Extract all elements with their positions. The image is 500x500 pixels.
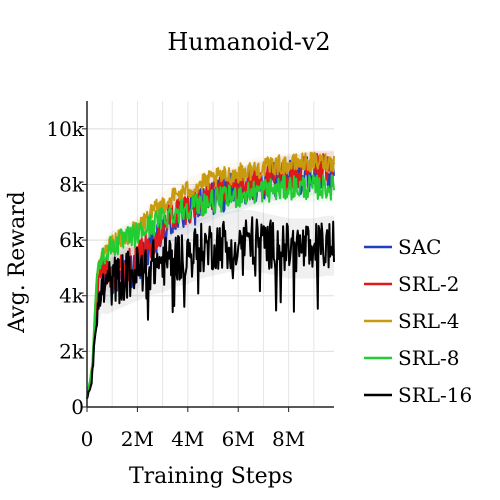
x-axis-title: Training Steps <box>129 464 293 489</box>
y-tick-label: 4k <box>59 284 85 308</box>
series-line-srl-8 <box>86 174 335 399</box>
x-tick-label: 4M <box>171 427 204 451</box>
y-tick-label: 8k <box>59 172 85 196</box>
series-line-srl-16 <box>86 216 335 399</box>
y-tick-label: 0 <box>71 395 84 419</box>
x-tick-label: 8M <box>272 427 305 451</box>
x-tick-label: 2M <box>121 427 154 451</box>
legend-label-srl-2: SRL-2 <box>398 272 460 296</box>
x-tick-label: 6M <box>222 427 255 451</box>
legend: SAC SRL-2 SRL-4 SRL-8 SRL-16 <box>364 235 472 407</box>
legend-label-sac: SAC <box>398 235 441 259</box>
legend-label-srl-16: SRL-16 <box>398 383 472 407</box>
chart-title: Humanoid-v2 <box>167 28 330 56</box>
series-line-srl-4 <box>86 151 335 399</box>
x-tick-label: 0 <box>81 427 94 451</box>
series-lines <box>86 151 335 399</box>
variance-band-srl-4 <box>87 150 334 399</box>
x-axis-ticks: 0 2M 4M 6M 8M <box>81 407 305 451</box>
y-tick-label: 10k <box>46 117 84 141</box>
y-axis-ticks: 0 2k 4k 6k 8k 10k <box>46 117 87 419</box>
y-axis-title: Avg. Reward <box>5 191 30 334</box>
legend-label-srl-4: SRL-4 <box>398 309 460 333</box>
y-tick-label: 2k <box>59 339 85 363</box>
y-tick-label: 6k <box>59 228 85 252</box>
legend-label-srl-8: SRL-8 <box>398 346 460 370</box>
